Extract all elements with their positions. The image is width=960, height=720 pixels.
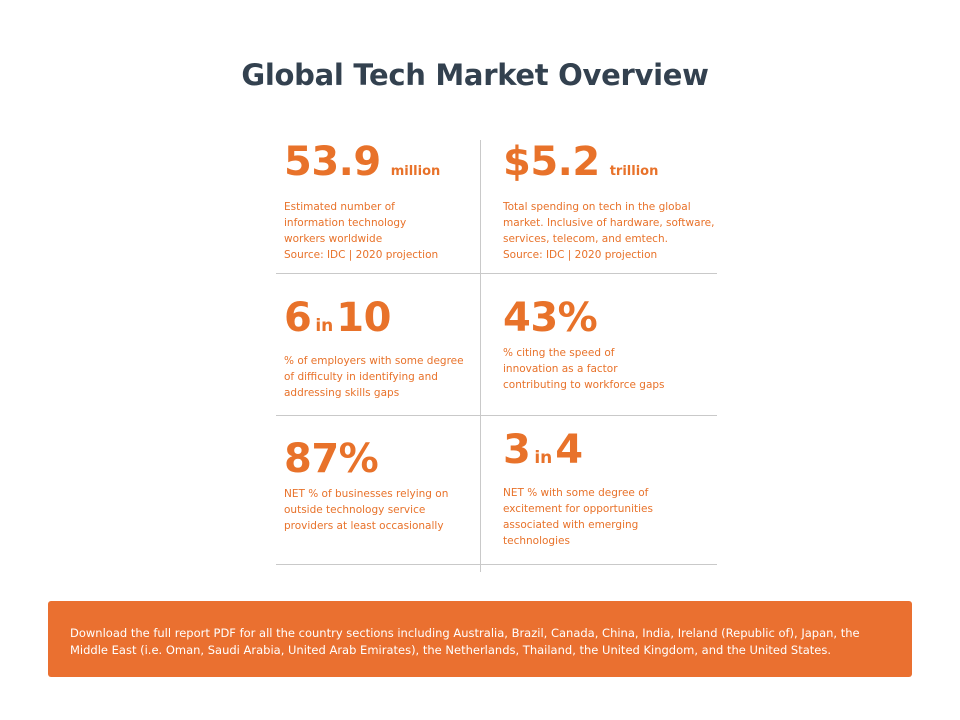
- grid-divider-horizontal: [276, 415, 717, 416]
- stat-description: % citing the speed of innovation as a fa…: [503, 345, 665, 393]
- stat-value: 53.9 million: [284, 140, 440, 194]
- stat-description-line: % of employers with some degree: [284, 355, 464, 367]
- stat-number: 87%: [284, 436, 379, 482]
- stat-number: $5.2: [503, 139, 600, 185]
- stat-description: NET % with some degree of excitement for…: [503, 485, 653, 549]
- stat-description-line: providers at least occasionally: [284, 520, 444, 532]
- stat-number: 6: [284, 295, 312, 341]
- stat-description-line: Total spending on tech in the global: [503, 201, 691, 213]
- stat-description-line: market. Inclusive of hardware, software,: [503, 217, 715, 229]
- stat-description-line: contributing to workforce gaps: [503, 379, 665, 391]
- stat-description-line: NET % of businesses relying on: [284, 488, 449, 500]
- page-title: Global Tech Market Overview: [241, 58, 709, 92]
- stat-outside-providers: 87% NET % of businesses relying on outsi…: [284, 437, 448, 534]
- stat-description: Total spending on tech in the global mar…: [503, 199, 714, 263]
- stat-joiner: in: [534, 448, 553, 468]
- stat-source: Source: IDC | 2020 projection: [503, 249, 658, 261]
- stat-number: 43%: [503, 295, 598, 341]
- stat-description-line: addressing skills gaps: [284, 387, 400, 399]
- banner-text-line: Middle East (i.e. Oman, Saudi Arabia, Un…: [70, 643, 831, 657]
- stat-description-line: NET % with some degree of: [503, 487, 649, 499]
- stat-description: Estimated number of information technolo…: [284, 199, 440, 263]
- stat-description-line: services, telecom, and emtech.: [503, 233, 668, 245]
- stat-number: 4: [555, 427, 583, 473]
- stat-description-line: Estimated number of: [284, 201, 395, 213]
- stat-spending: $5.2 trillion Total spending on tech in t…: [503, 140, 714, 263]
- grid-divider-vertical: [480, 140, 481, 572]
- stat-description-line: of difficulty in identifying and: [284, 371, 438, 383]
- stats-grid: 53.9 million Estimated number of informat…: [276, 140, 717, 572]
- stat-description-line: associated with emerging: [503, 519, 639, 531]
- stat-value: $5.2 trillion: [503, 140, 714, 194]
- stat-description-line: excitement for opportunities: [503, 503, 653, 515]
- stat-description-line: technologies: [503, 535, 570, 547]
- stat-description-line: workers worldwide: [284, 233, 383, 245]
- stat-number: 10: [336, 295, 391, 341]
- stat-description-line: outside technology service: [284, 504, 426, 516]
- stat-description: % of employers with some degree of diffi…: [284, 353, 464, 401]
- stat-description-line: innovation as a factor: [503, 363, 618, 375]
- banner-text-line: Download the full report PDF for all the…: [70, 626, 860, 640]
- stat-value: 87%: [284, 437, 448, 481]
- download-report-banner: Download the full report PDF for all the…: [48, 601, 912, 677]
- stat-value: 6 in10: [284, 296, 464, 348]
- stat-unit: trillion: [609, 164, 659, 179]
- stat-source: Source: IDC | 2020 projection: [284, 249, 439, 261]
- stat-value: 3 in4: [503, 428, 653, 480]
- stat-description-line: % citing the speed of: [503, 347, 615, 359]
- stat-number: 53.9: [284, 139, 381, 185]
- grid-divider-horizontal: [276, 564, 717, 565]
- stat-innovation-speed: 43% % citing the speed of innovation as …: [503, 296, 665, 393]
- stat-workers: 53.9 million Estimated number of informat…: [284, 140, 440, 263]
- stat-unit: million: [390, 164, 441, 179]
- grid-divider-horizontal: [276, 273, 717, 274]
- stat-description-line: information technology: [284, 217, 407, 229]
- stat-joiner: in: [315, 316, 334, 336]
- stat-description: NET % of businesses relying on outside t…: [284, 486, 448, 534]
- stat-emerging-tech: 3 in4 NET % with some degree of excitemen…: [503, 428, 653, 549]
- stat-number: 3: [503, 427, 531, 473]
- stat-skills-gap: 6 in10 % of employers with some degree of…: [284, 296, 464, 401]
- stat-value: 43%: [503, 296, 665, 340]
